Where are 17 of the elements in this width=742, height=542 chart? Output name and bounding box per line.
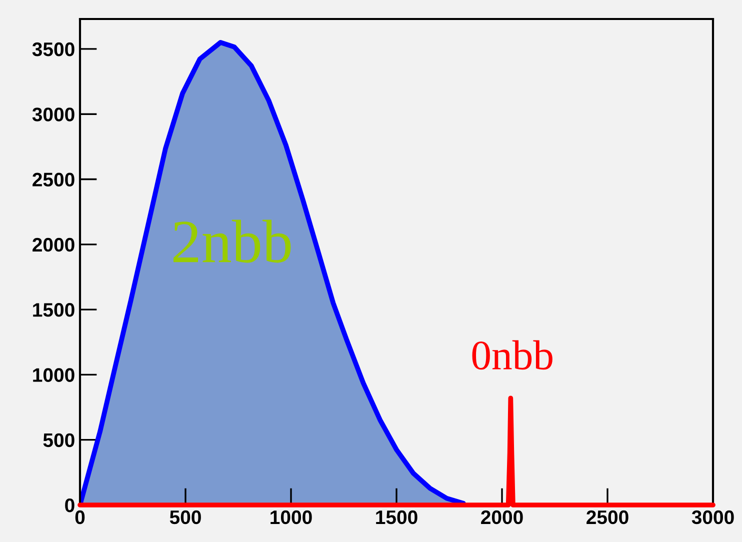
x-tick-label: 1000 <box>270 510 312 524</box>
annotation: 0nbb <box>472 340 552 370</box>
y-tick-label: 2500 <box>32 172 74 186</box>
annotation: 2nbb <box>173 220 291 263</box>
x-tick-label: 2500 <box>586 510 628 524</box>
x-tick-label: 0 <box>75 510 85 524</box>
x-tick-label: 3000 <box>692 510 734 524</box>
y-tick-label: 3000 <box>32 108 74 122</box>
y-tick-label: 0 <box>65 498 74 512</box>
y-tick-label: 1000 <box>33 368 74 382</box>
y-tick-label: 3500 <box>32 42 74 56</box>
x-tick-label: 1500 <box>376 510 418 524</box>
y-tick-label: 1500 <box>33 303 74 317</box>
y-tick-label: 500 <box>43 433 74 448</box>
x-tick-label: 500 <box>170 510 201 524</box>
x-tick-label: 2000 <box>481 510 523 524</box>
y-tick-label: 2000 <box>32 238 74 252</box>
